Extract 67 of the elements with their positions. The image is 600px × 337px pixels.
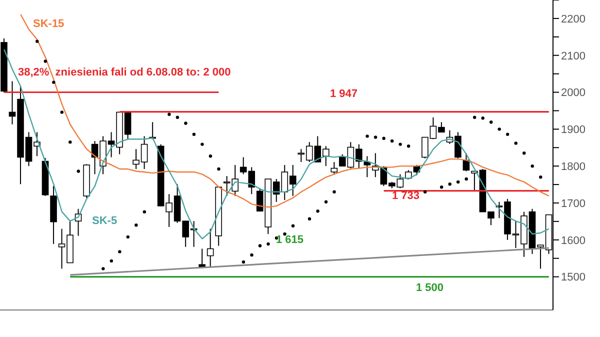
- y-tick-label: 1500: [561, 272, 586, 284]
- point: [539, 176, 542, 179]
- point: [291, 224, 295, 228]
- point: [448, 182, 452, 186]
- point: [390, 139, 394, 143]
- point: [308, 217, 312, 220]
- candlestick: [330, 162, 338, 175]
- point: [208, 154, 212, 158]
- point: [481, 116, 484, 120]
- point: [36, 40, 39, 43]
- y-tick-label: 1700: [561, 198, 586, 210]
- point: [68, 140, 72, 144]
- point: [522, 152, 526, 155]
- point: [184, 122, 188, 125]
- point: [398, 142, 402, 146]
- y-tick-label: 1800: [561, 160, 586, 173]
- point: [498, 128, 501, 131]
- annotation: 1 733: [392, 190, 420, 202]
- point: [332, 190, 336, 194]
- point: [60, 110, 64, 114]
- y-tick-label: 1900: [561, 124, 586, 136]
- point: [324, 200, 328, 204]
- y-tick-label: 2000: [561, 87, 586, 100]
- point: [110, 259, 114, 263]
- point: [283, 232, 286, 236]
- y-tick-label: 2100: [561, 50, 586, 62]
- point: [176, 116, 180, 119]
- point: [489, 120, 493, 124]
- annotation: 1 615: [276, 234, 304, 246]
- point: [192, 132, 196, 136]
- y-tick-label: 1600: [561, 234, 586, 247]
- point: [464, 177, 468, 181]
- series-label: SK-5: [92, 215, 118, 227]
- point: [472, 116, 476, 119]
- point: [456, 180, 460, 184]
- point: [406, 144, 410, 148]
- point: [250, 253, 254, 257]
- series-label: SK-15: [33, 18, 64, 30]
- point: [76, 170, 80, 173]
- point: [258, 244, 262, 248]
- point: [316, 209, 320, 213]
- point: [44, 60, 47, 63]
- point: [126, 235, 130, 239]
- point: [382, 136, 386, 140]
- point: [217, 167, 220, 171]
- point: [142, 210, 146, 214]
- candlestick: [198, 248, 206, 268]
- point: [440, 186, 444, 189]
- point: [200, 142, 204, 146]
- point: [374, 136, 378, 139]
- point: [506, 132, 510, 136]
- annotation: 38,2% zniesienia fali od 6.08.08 to: 2 000: [18, 66, 231, 78]
- candlestick: [206, 228, 214, 268]
- annotation: 1 947: [330, 88, 358, 100]
- y-tick-label: 2200: [561, 13, 586, 26]
- point: [52, 80, 56, 84]
- point: [168, 112, 171, 116]
- point: [514, 142, 518, 145]
- point: [530, 164, 534, 168]
- point: [242, 260, 246, 264]
- point: [118, 250, 122, 254]
- point: [134, 224, 138, 227]
- point: [423, 190, 427, 194]
- point: [102, 267, 105, 270]
- point: [366, 134, 369, 138]
- annotation: 1 500: [416, 282, 444, 294]
- point: [266, 242, 270, 246]
